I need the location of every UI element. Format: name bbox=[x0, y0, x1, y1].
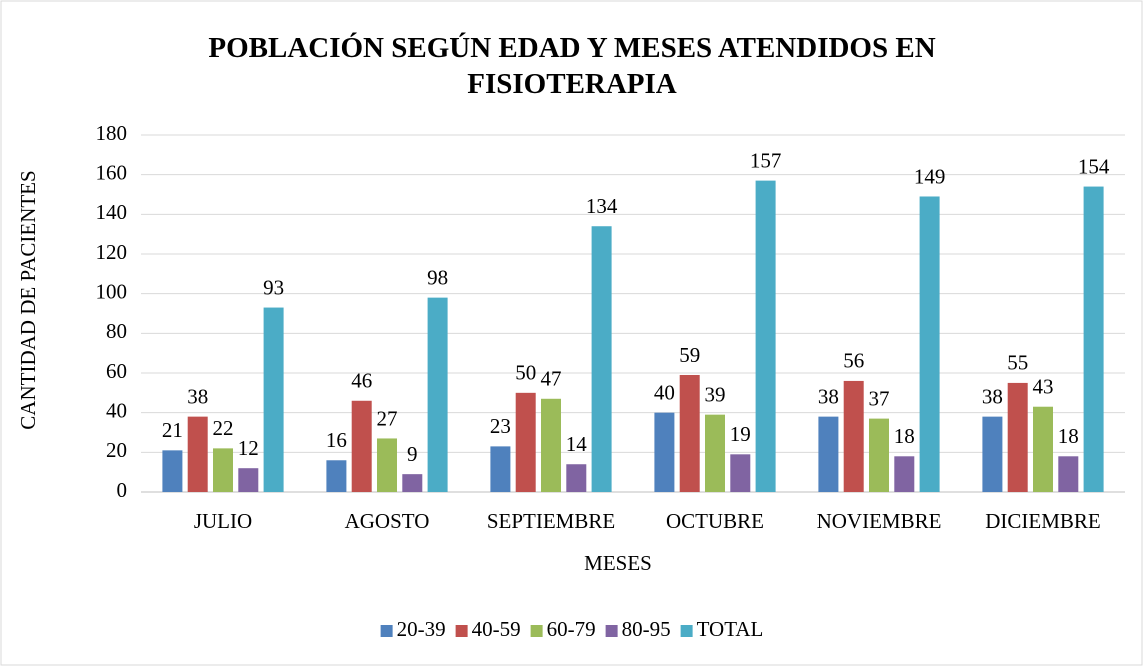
legend-swatch bbox=[380, 625, 393, 637]
data-label: 27 bbox=[377, 406, 398, 430]
y-tick-label: 0 bbox=[117, 478, 128, 502]
legend-label: 20-39 bbox=[397, 617, 446, 641]
bar bbox=[982, 416, 1003, 492]
x-tick-label: OCTUBRE bbox=[666, 509, 764, 533]
data-label: 12 bbox=[238, 436, 259, 460]
data-label: 18 bbox=[894, 424, 915, 448]
y-tick-label: 100 bbox=[96, 279, 128, 303]
chart-title: POBLACIÓN SEGÚN EDAD Y MESES ATENDIDOS E… bbox=[208, 32, 936, 100]
bar bbox=[919, 196, 940, 492]
data-label: 37 bbox=[869, 386, 890, 410]
x-tick-label: SEPTIEMBRE bbox=[487, 509, 615, 533]
legend-swatch bbox=[605, 625, 618, 637]
data-label: 38 bbox=[187, 384, 208, 408]
bar bbox=[843, 380, 864, 492]
data-label: 134 bbox=[586, 194, 618, 218]
bar bbox=[591, 226, 612, 492]
y-tick-label: 140 bbox=[96, 200, 128, 224]
data-label: 59 bbox=[679, 343, 700, 367]
bar bbox=[427, 297, 448, 492]
data-label: 43 bbox=[1033, 375, 1054, 399]
data-label: 22 bbox=[213, 416, 234, 440]
bar bbox=[1083, 186, 1104, 493]
bar bbox=[377, 438, 397, 492]
bar bbox=[1058, 456, 1079, 492]
legend-swatch bbox=[680, 625, 693, 637]
y-axis-title: CANTIDAD DE PACIENTES bbox=[16, 170, 40, 429]
data-label: 9 bbox=[407, 442, 418, 466]
data-label: 154 bbox=[1078, 154, 1110, 178]
data-label: 19 bbox=[730, 422, 751, 446]
bar bbox=[1007, 382, 1028, 492]
x-tick-label: DICIEMBRE bbox=[985, 509, 1101, 533]
data-label: 38 bbox=[818, 384, 839, 408]
bar bbox=[894, 456, 915, 492]
legend-label: 40-59 bbox=[472, 617, 521, 641]
bar bbox=[402, 474, 423, 492]
data-label: 14 bbox=[566, 432, 588, 456]
bar bbox=[566, 464, 587, 492]
data-label: 18 bbox=[1058, 424, 1079, 448]
x-tick-label: NOVIEMBRE bbox=[817, 509, 942, 533]
data-label: 149 bbox=[914, 164, 946, 188]
y-tick-label: 60 bbox=[106, 359, 127, 383]
y-tick-label: 80 bbox=[106, 319, 127, 343]
bar bbox=[869, 418, 889, 492]
data-label: 46 bbox=[351, 369, 372, 393]
data-label: 50 bbox=[515, 361, 536, 385]
bar bbox=[515, 392, 536, 492]
y-tick-label: 20 bbox=[106, 438, 127, 462]
data-label: 40 bbox=[654, 380, 675, 404]
bar bbox=[187, 416, 208, 492]
y-tick-label: 160 bbox=[96, 160, 128, 184]
bar bbox=[326, 460, 347, 492]
data-label: 47 bbox=[541, 367, 562, 391]
x-tick-label: JULIO bbox=[194, 509, 252, 533]
data-label: 157 bbox=[750, 148, 782, 172]
legend-swatch bbox=[455, 625, 468, 637]
bar bbox=[162, 450, 183, 492]
bar bbox=[263, 307, 284, 492]
x-tick-label: AGOSTO bbox=[345, 509, 430, 533]
data-label: 21 bbox=[162, 418, 183, 442]
bar bbox=[705, 414, 725, 492]
bar bbox=[490, 446, 511, 492]
data-label: 38 bbox=[982, 384, 1003, 408]
legend-swatch bbox=[530, 625, 543, 637]
bar bbox=[818, 416, 839, 492]
y-tick-label: 40 bbox=[106, 398, 127, 422]
bar bbox=[730, 454, 751, 492]
legend-label: 80-95 bbox=[622, 617, 671, 641]
legend-label: TOTAL bbox=[697, 617, 764, 641]
data-label: 93 bbox=[263, 275, 284, 299]
data-label: 98 bbox=[427, 265, 448, 289]
y-tick-label: 180 bbox=[96, 121, 128, 145]
bar bbox=[755, 180, 776, 492]
bar bbox=[541, 398, 561, 492]
bar bbox=[654, 412, 675, 492]
data-label: 16 bbox=[326, 428, 347, 452]
data-label: 23 bbox=[490, 414, 511, 438]
y-tick-label: 120 bbox=[96, 240, 128, 264]
x-axis-title: MESES bbox=[584, 551, 652, 575]
bar bbox=[213, 448, 233, 492]
data-label: 55 bbox=[1007, 351, 1028, 375]
bar bbox=[1033, 406, 1053, 492]
data-label: 39 bbox=[705, 382, 726, 406]
bar bbox=[238, 468, 259, 492]
data-label: 56 bbox=[843, 349, 864, 373]
legend-label: 60-79 bbox=[547, 617, 596, 641]
bar bbox=[351, 400, 372, 492]
bar bbox=[679, 374, 700, 492]
